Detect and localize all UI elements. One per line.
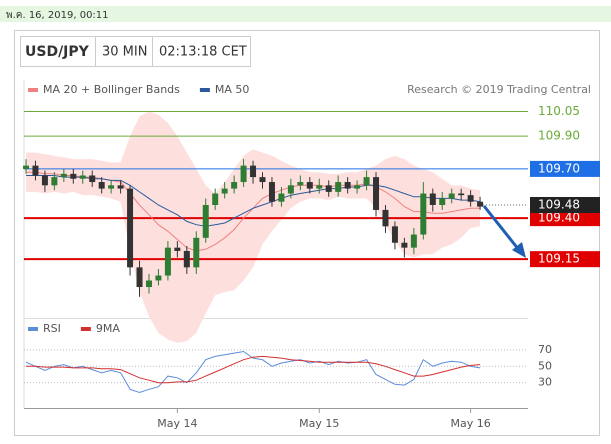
candle-body: [164, 247, 171, 276]
x-tick-label: May 15: [299, 417, 339, 430]
rsi-line: [25, 350, 481, 394]
candle-body: [79, 175, 86, 179]
candle-body: [259, 177, 266, 183]
legend-label: 9MA: [96, 322, 120, 335]
candle-body: [70, 173, 77, 179]
candle-body: [240, 165, 247, 183]
candle-body: [127, 188, 134, 268]
level-label: 110.05: [538, 104, 580, 118]
candle-body: [268, 182, 275, 202]
candle-body: [60, 173, 67, 178]
legend-swatch: [28, 327, 38, 331]
credit: Research © 2019 Trading Central: [407, 83, 591, 96]
y-tick-label: 50: [538, 359, 552, 372]
candle-body: [287, 185, 294, 194]
legend-swatch: [199, 88, 210, 92]
level-box: [530, 210, 600, 227]
legend-label: MA 50: [215, 83, 250, 96]
candle-body: [32, 165, 39, 176]
candle-body: [401, 242, 408, 248]
x-tick-label: May 16: [450, 417, 490, 430]
candle-body: [51, 177, 58, 186]
last-price-label: 109.48: [538, 198, 580, 212]
legend-label: RSI: [43, 322, 61, 335]
candle-body: [420, 193, 427, 235]
header-box: [20, 36, 251, 67]
legend-swatch: [28, 88, 38, 92]
panel: [14, 30, 600, 436]
time: 02:13:18 CET: [159, 45, 247, 60]
level-box: [530, 251, 600, 268]
candle-body: [458, 193, 465, 196]
candle-body: [335, 182, 342, 192]
candle-body: [183, 250, 190, 268]
level-label: 109.15: [538, 252, 580, 266]
candle-body: [212, 193, 219, 205]
candle-body: [363, 177, 370, 186]
candle-body: [439, 198, 446, 205]
candle-body: [117, 185, 124, 189]
level-label: 109.90: [538, 129, 580, 143]
rsi-line: [26, 355, 481, 384]
arrow-head: [512, 242, 526, 258]
candle-body: [382, 209, 389, 227]
candle-body: [344, 182, 351, 189]
candle-body: [429, 193, 436, 205]
candle-body: [145, 280, 152, 288]
x-tick-label: May 14: [157, 417, 197, 430]
candle-body: [155, 275, 162, 281]
level-box: [530, 160, 600, 177]
y-tick-label: 70: [538, 343, 552, 356]
candle-body: [278, 193, 285, 202]
candle-body: [354, 185, 361, 189]
symbol: USD/JPY: [25, 44, 90, 60]
candle-body: [193, 237, 200, 268]
forecast-arrow: [482, 205, 521, 251]
level-label: 109.40: [538, 211, 580, 225]
level-label: 109.70: [538, 161, 580, 175]
interval: 30 MIN: [102, 45, 147, 60]
date-bar: [0, 6, 611, 22]
last-price-box: [530, 197, 600, 213]
candle-body: [108, 185, 115, 189]
candle-body: [410, 234, 417, 248]
candle-body: [316, 185, 323, 189]
candle-body: [231, 182, 238, 189]
legend-swatch: [80, 327, 91, 331]
candle-body: [41, 175, 48, 186]
legend-label: MA 20 + Bollinger Bands: [43, 83, 180, 96]
candle-body: [477, 201, 484, 207]
candle-body: [202, 205, 209, 238]
candle-body: [136, 267, 143, 288]
candle-body: [391, 226, 398, 243]
candle-body: [23, 165, 29, 169]
candle-body: [467, 195, 474, 202]
y-tick-label: 30: [538, 376, 552, 389]
candle-body: [174, 247, 181, 251]
candle-body: [325, 185, 332, 192]
candle-body: [250, 165, 257, 178]
candle-body: [98, 182, 105, 189]
timestamp: พ.ค. 16, 2019, 00:11: [6, 10, 109, 21]
candle-body: [373, 177, 380, 210]
candle-body: [221, 188, 228, 194]
candle-body: [448, 193, 455, 199]
plot-layer: 110.05 109.90 109.70 109.40 109.15 109.48 MA 2…: [23, 83, 600, 430]
candle-body: [306, 182, 313, 189]
candle-body: [89, 175, 96, 183]
candle-body: [297, 182, 304, 186]
